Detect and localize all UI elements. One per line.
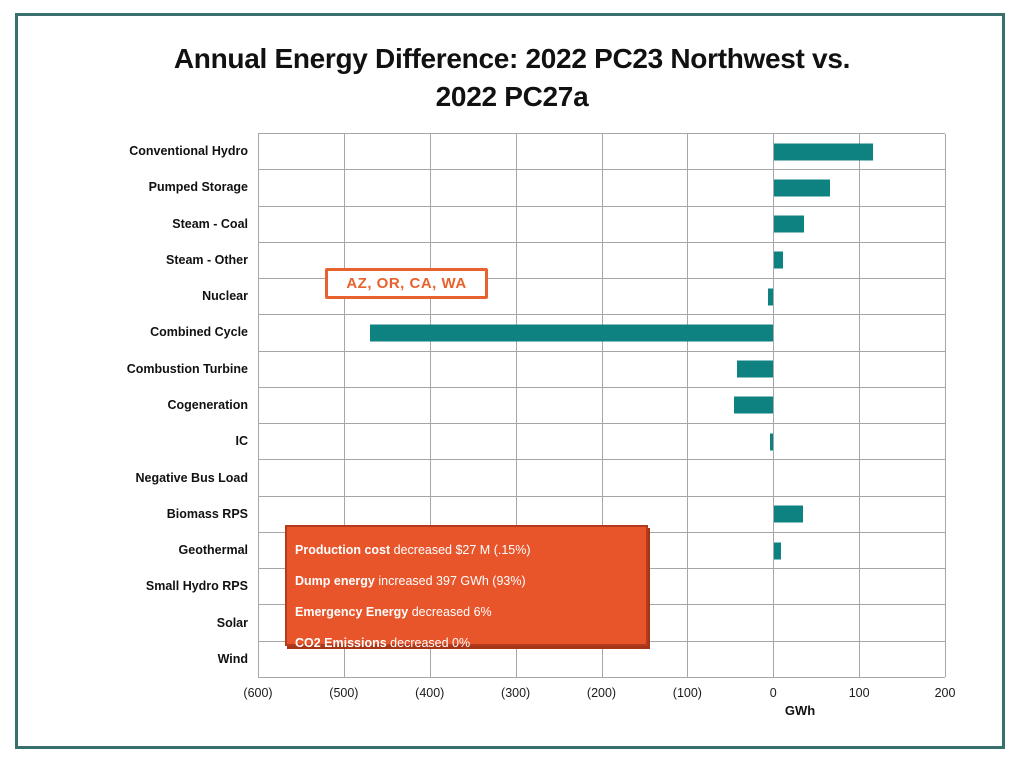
chart-row [258,424,945,461]
category-label: Nuclear [202,289,248,304]
y-axis-category-labels: Conventional Hydro Pumped Storage Steam - … [20,133,248,677]
x-tick-label: 0 [769,686,777,700]
chart-title-line2: 2022 PC27a [435,81,589,112]
states-callout-text: AZ, OR, CA, WA [346,275,467,292]
chart-title-line1: Annual Energy Difference: 2022 PC23 Nort… [173,43,851,74]
bar-ic [769,433,774,451]
summary-line: CO2 Emissions decreased 0% [295,636,471,650]
category-label: Steam - Coal [172,216,248,231]
category-label: Steam - Other [166,252,248,267]
summary-line: Production cost decreased $27 M (.15%) [295,543,531,557]
bar-pumped-storage [774,179,831,197]
chart-row [258,388,945,425]
bar-combustion-turbine [737,360,774,378]
x-tick-label: 200 [934,686,956,700]
summary-box: Production cost decreased $27 M (.15%) Du… [285,525,648,650]
bar-steam-coal [774,215,805,233]
category-label: Combustion Turbine [126,361,248,376]
bar-biomass-rps [774,505,804,523]
category-label: Geothermal [178,543,248,558]
x-tick-label: (200) [586,686,617,700]
summary-line-bold: Dump energy [295,574,375,588]
x-tick-label: (300) [501,686,531,700]
chart-row [258,170,945,207]
category-label: Wind [217,651,248,666]
summary-line: Emergency Energy decreased 6% [295,605,492,619]
slide-border-frame [15,13,1005,749]
category-label: Conventional Hydro [129,144,248,159]
bar-steam-other [774,251,783,269]
vertical-gridline [515,134,517,677]
chart-row [258,207,945,243]
category-label: Small Hydro RPS [145,579,248,594]
category-label: Solar [216,615,248,630]
chart-row [258,315,945,352]
x-tick-label: (500) [329,686,359,700]
summary-line-bold: CO2 Emissions [295,636,387,650]
category-label: Cogeneration [167,397,248,412]
x-axis-unit-label: GWh [784,703,816,718]
bar-nuclear [768,288,774,306]
category-label: IC [235,434,249,449]
chart-row [258,279,945,316]
category-label: Combined Cycle [150,325,248,340]
chart-row [258,642,945,678]
bar-conventional-hydro [774,143,873,161]
chart-row [258,460,945,497]
vertical-gridline [945,134,946,677]
bar-geothermal [774,542,782,560]
x-tick-label: (100) [672,686,702,700]
vertical-gridline [601,134,603,677]
x-tick-label: (600) [243,686,273,700]
chart-row [258,134,945,171]
chart-row [258,243,945,280]
vertical-gridline [258,134,259,677]
x-tick-label: 100 [848,686,870,700]
vertical-gridline [859,134,861,677]
category-label: Biomass RPS [166,506,248,521]
vertical-gridline [343,134,345,677]
x-tick-label: (400) [415,686,445,700]
bar-combined-cycle [369,324,774,342]
vertical-gridline [773,134,775,677]
vertical-gridline [687,134,689,677]
category-label: Negative Bus Load [135,470,248,485]
states-callout-box: AZ, OR, CA, WA [325,268,488,299]
chart-title: Annual Energy Difference: 2022 PC23 Nort… [60,40,964,116]
category-label: Pumped Storage [148,180,248,195]
chart-row [258,352,945,388]
summary-line: Dump energy increased 397 GWh (93%) [295,574,526,588]
summary-line-bold: Emergency Energy [295,605,409,619]
bar-cogeneration [733,396,774,414]
summary-line-bold: Production cost [295,543,391,557]
vertical-gridline [429,134,431,677]
